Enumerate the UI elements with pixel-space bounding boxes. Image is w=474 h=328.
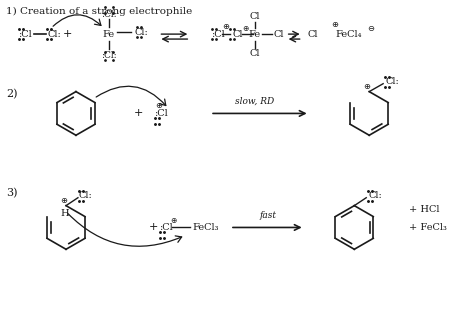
Text: ⊕: ⊕ [155, 101, 163, 110]
Text: 1) Creation of a strong electrophile: 1) Creation of a strong electrophile [6, 7, 192, 16]
Text: :Cl: :Cl [212, 30, 226, 39]
Text: ⊕: ⊕ [170, 216, 177, 225]
Text: Cl:: Cl: [79, 191, 93, 200]
Text: :Cl:: :Cl: [101, 51, 117, 60]
Text: fast: fast [259, 211, 276, 219]
Text: ⊕: ⊕ [223, 22, 229, 31]
Text: ⊕: ⊕ [364, 82, 371, 91]
Text: Cl:: Cl: [368, 191, 382, 200]
Text: ⊕: ⊕ [331, 20, 338, 29]
FancyArrowPatch shape [96, 86, 166, 106]
Text: Cl: Cl [308, 30, 318, 39]
Text: ⊕: ⊕ [242, 24, 248, 33]
Text: Cl:: Cl: [135, 28, 148, 37]
Text: 3): 3) [6, 188, 18, 198]
Text: slow, RD: slow, RD [235, 96, 274, 106]
Text: FeCl₃: FeCl₃ [192, 223, 219, 232]
Text: Cl:: Cl: [47, 30, 61, 39]
Text: Cl: Cl [232, 30, 243, 39]
FancyArrowPatch shape [68, 214, 182, 246]
Text: Cl:: Cl: [385, 77, 399, 86]
Text: +: + [63, 29, 73, 39]
Text: Fe: Fe [249, 30, 261, 39]
FancyArrowPatch shape [53, 15, 101, 26]
Text: FeCl₄: FeCl₄ [336, 30, 362, 39]
Text: :Cl: :Cl [155, 109, 169, 118]
Text: Cl: Cl [274, 30, 284, 39]
Text: + FeCl₃: + FeCl₃ [409, 223, 447, 232]
Text: Cl: Cl [250, 50, 260, 58]
Text: :Cl: :Cl [161, 223, 174, 232]
Text: ⊕: ⊕ [61, 196, 67, 205]
Text: +: + [148, 222, 158, 233]
Text: 2): 2) [6, 89, 18, 99]
Text: Cl: Cl [250, 12, 260, 21]
Text: + HCl: + HCl [409, 205, 439, 214]
Text: ⊖: ⊖ [367, 24, 374, 33]
Text: +: + [134, 109, 143, 118]
Text: H: H [60, 209, 69, 218]
Text: Fe: Fe [103, 30, 115, 39]
Text: :Cl: :Cl [19, 30, 33, 39]
Text: :Cl:: :Cl: [101, 10, 117, 19]
